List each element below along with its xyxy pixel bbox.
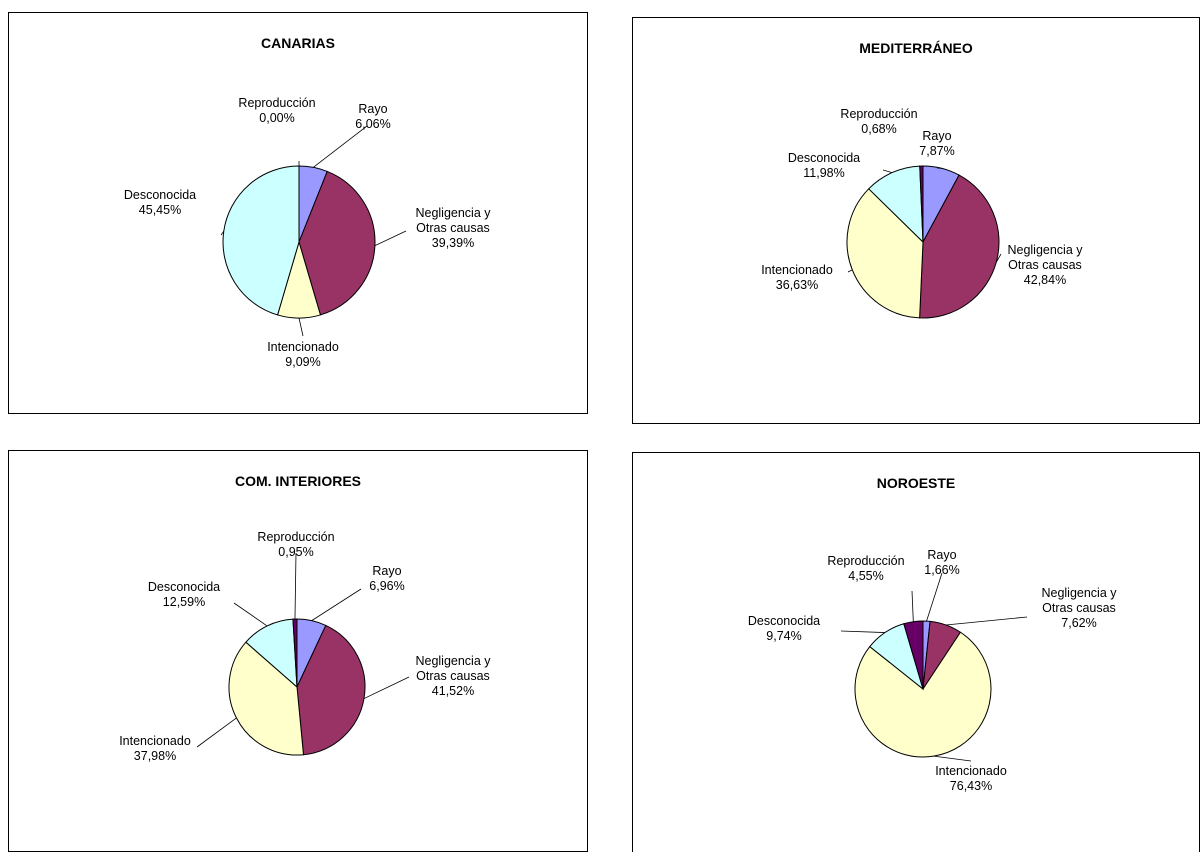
leader-line-reproduccion bbox=[295, 553, 296, 619]
leader-line-desconocida bbox=[234, 603, 267, 626]
leader-line-rayo bbox=[927, 573, 942, 621]
leader-line-negligencia-y-otras-causas bbox=[364, 677, 409, 699]
leader-line-negligencia-y-otras-causas bbox=[375, 231, 406, 246]
leader-line-intencionado bbox=[848, 270, 852, 272]
leader-line-desconocida bbox=[883, 170, 892, 173]
leader-line-negligencia-y-otras-causas bbox=[946, 617, 1027, 625]
leader-line-rayo bbox=[312, 589, 361, 621]
leader-line-desconocida bbox=[841, 631, 885, 633]
leader-line-intencionado bbox=[934, 756, 971, 761]
leader-line-rayo bbox=[313, 126, 367, 167]
leader-line-reproduccion bbox=[912, 591, 913, 622]
leader-line-intencionado bbox=[197, 718, 236, 747]
leader-line-intencionado bbox=[299, 318, 303, 336]
